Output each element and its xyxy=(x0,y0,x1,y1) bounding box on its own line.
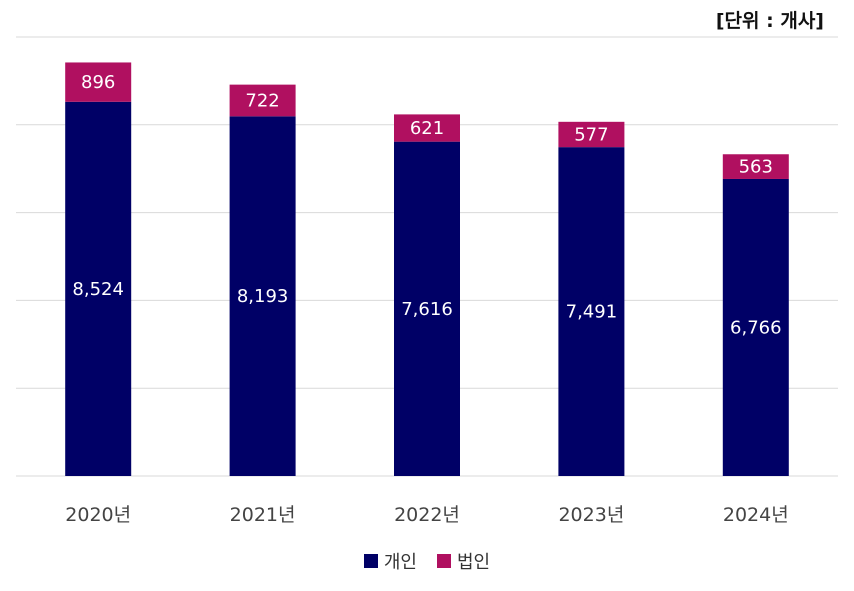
legend-swatch-corporate xyxy=(437,554,451,568)
data-label-corporate-0: 896 xyxy=(81,72,115,93)
data-label-individual-4: 6,766 xyxy=(730,317,782,338)
data-label-individual-1: 8,193 xyxy=(237,286,289,307)
bar-corporate-1 xyxy=(229,84,296,117)
data-label-corporate-3: 577 xyxy=(574,124,608,145)
legend-item-corporate: 법인 xyxy=(437,548,490,574)
legend: 개인 법인 xyxy=(0,548,854,574)
data-label-corporate-2: 621 xyxy=(410,118,444,139)
data-label-corporate-1: 722 xyxy=(245,90,279,111)
legend-label-individual: 개인 xyxy=(383,552,417,573)
x-tick-label-2: 2022년 xyxy=(394,504,460,526)
data-label-individual-3: 7,491 xyxy=(566,302,618,323)
data-label-corporate-4: 563 xyxy=(739,157,773,178)
bar-corporate-0 xyxy=(65,62,132,102)
data-label-individual-2: 7,616 xyxy=(401,299,453,320)
bar-individual-2 xyxy=(394,141,460,476)
x-tick-label-0: 2020년 xyxy=(65,504,131,526)
bar-corporate-4 xyxy=(722,154,789,179)
x-tick-label-3: 2023년 xyxy=(558,504,624,526)
legend-item-individual: 개인 xyxy=(363,548,417,574)
bar-individual-1 xyxy=(229,116,296,476)
bar-corporate-3 xyxy=(558,121,625,148)
data-label-individual-0: 8,524 xyxy=(72,279,124,300)
bar-individual-4 xyxy=(722,178,789,476)
legend-label-corporate: 법인 xyxy=(457,552,491,573)
unit-label: [단위 : 개사] xyxy=(715,10,824,32)
x-tick-label-4: 2024년 xyxy=(723,504,789,526)
legend-swatch-individual xyxy=(363,554,378,568)
x-tick-label-1: 2021년 xyxy=(230,504,296,526)
bar-corporate-2 xyxy=(394,114,460,142)
bar-individual-3 xyxy=(558,147,625,477)
bar-individual-0 xyxy=(65,101,132,477)
